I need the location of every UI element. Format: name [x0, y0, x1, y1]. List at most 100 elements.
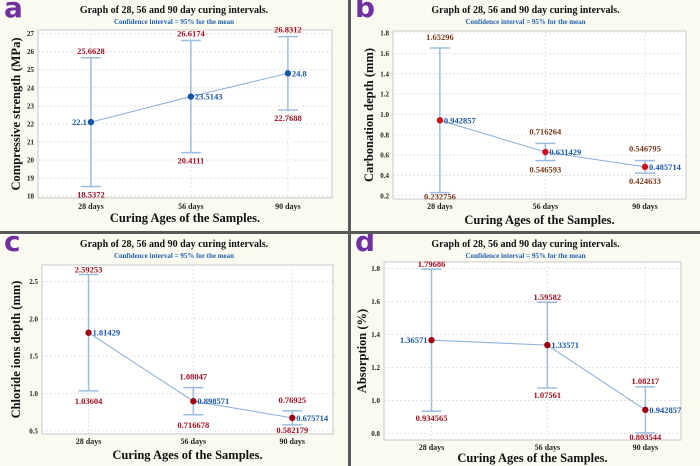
lower-ci-label: 22.7688: [274, 113, 302, 123]
mean-point: [85, 329, 92, 336]
mean-value-label: 0.675714: [296, 413, 329, 423]
chart-title: Graph of 28, 56 and 90 day curing interv…: [431, 5, 620, 16]
mean-point: [542, 148, 549, 156]
y-tick-label: 1.0: [29, 390, 38, 398]
x-tick-label: 90 days: [633, 443, 659, 452]
panel-c: c Graph of 28, 56 and 90 day curing inte…: [0, 234, 348, 466]
x-tick-label: 28 days: [78, 202, 104, 211]
x-tick-label: 56 days: [181, 437, 207, 446]
chart-subtitle: Confidence interval = 95% for the mean: [113, 252, 235, 260]
y-tick-label: 1.4: [371, 331, 380, 339]
mean-value-label: 22.1: [72, 117, 87, 127]
y-tick-label: 1.0: [371, 397, 380, 405]
upper-ci-label: 1.59582: [534, 292, 562, 302]
x-tick-label: 56 days: [533, 202, 559, 211]
mean-value-label: 23.5143: [195, 92, 223, 102]
y-tick-label: 0.8: [380, 131, 389, 139]
x-tick-label: 90 days: [632, 202, 658, 211]
y-tick-label: 1.0: [380, 111, 389, 119]
plot-area: [41, 264, 334, 435]
x-axis-label: Curing Ages of the Samples.: [457, 451, 607, 465]
mean-point: [289, 414, 296, 422]
mean-point: [642, 406, 649, 414]
lower-ci-label: 0.716678: [177, 420, 209, 430]
chart-subtitle: Confidence interval = 95% for the mean: [465, 18, 586, 26]
mean-point: [190, 398, 197, 405]
x-tick-label: 28 days: [427, 202, 453, 211]
upper-ci-label: 26.6174: [177, 29, 205, 39]
y-tick-label: 0.2: [380, 192, 389, 200]
panel-d: d Graph of 28, 56 and 90 day curing inte…: [351, 234, 700, 466]
y-tick-label: 1.6: [371, 298, 380, 306]
x-tick-label: 90 days: [279, 437, 305, 446]
lower-ci-label: 20.4111: [178, 156, 205, 166]
mean-point: [284, 70, 292, 77]
plot-area: [392, 30, 687, 200]
lower-ci-label: 0.934565: [416, 413, 448, 423]
y-tick-label: 26: [27, 48, 35, 56]
mean-value-label: 24.8: [292, 68, 307, 78]
y-axis-label: Absorption (%): [355, 309, 369, 393]
y-tick-label: 22: [27, 120, 35, 128]
upper-ci-label: 1.08047: [180, 372, 208, 382]
lower-ci-label: 18.5372: [77, 189, 105, 199]
upper-ci-label: 1.79686: [418, 259, 446, 269]
panel-letter: d: [355, 234, 376, 258]
x-tick-label: 56 days: [178, 202, 204, 211]
y-tick-label: 1.8: [371, 265, 380, 273]
carbonation-depth-chart: 0.2 0.4 0.6 0.8 1.0 1.2 1.4 1.6 1.8 28 days 56 day…: [362, 30, 687, 227]
y-axis-label: Chloride ions depth (mm): [9, 281, 23, 419]
mean-value-label: 0.942857: [649, 405, 682, 415]
compressive-strength-chart: 18 19 20 21 22 23 24 25 26 27 28 days 56 days 90 day…: [9, 25, 333, 225]
upper-ci-label: 0.76925: [278, 395, 306, 405]
upper-ci-label: 0.716264: [529, 126, 562, 136]
upper-ci-label: 1.65296: [426, 32, 454, 42]
x-tick-label: 90 days: [275, 202, 301, 211]
upper-ci-label: 2.59253: [75, 265, 103, 275]
panel-b: b Graph of 28, 56 and 90 day curing inte…: [351, 0, 700, 231]
y-tick-label: 1.5: [29, 353, 38, 361]
chart-subtitle: Confidence interval = 95% for the mean: [113, 18, 235, 26]
chloride-depth-chart: 0.5 1.0 1.5 2.0 2.5 28 days 56 days 90 days Curi…: [9, 264, 334, 462]
y-axis-label: Compressive strength (MPa): [9, 38, 23, 191]
upper-ci-label: 26.8312: [274, 25, 302, 35]
lower-ci-label: 0.803544: [629, 432, 662, 442]
y-tick-label: 25: [27, 66, 35, 74]
upper-ci-label: 25.6628: [77, 46, 105, 56]
lower-ci-label: 0.232756: [424, 192, 456, 202]
y-tick-label: 0.8: [371, 430, 380, 438]
y-tick-label: 1.8: [380, 30, 389, 38]
chart-title: Graph of 28, 56 and 90 day curing interv…: [79, 5, 269, 16]
mean-point: [428, 336, 435, 344]
mean-value-label: 0.485714: [649, 162, 682, 172]
y-tick-label: 1.4: [380, 70, 389, 78]
y-tick-label: 0.5: [29, 428, 38, 436]
mean-value-label: 0.942857: [444, 115, 477, 125]
x-axis-label: Curing Ages of the Samples.: [112, 448, 262, 462]
y-tick-label: 1.2: [380, 91, 389, 99]
y-tick-label: 19: [27, 175, 35, 183]
upper-ci-label: 0.546795: [629, 144, 661, 154]
lower-ci-label: 1.03604: [75, 396, 103, 406]
panel-letter: b: [355, 0, 376, 24]
chart-title: Graph of 28, 56 and 90 day curing interv…: [431, 239, 620, 250]
chart-title: Graph of 28, 56 and 90 day curing interv…: [79, 239, 269, 250]
x-tick-label: 56 days: [535, 443, 561, 452]
y-tick-label: 0.6: [380, 152, 389, 160]
lower-ci-label: 0.546593: [529, 165, 561, 175]
y-tick-label: 2.0: [29, 315, 38, 323]
mean-value-label: 1.81429: [93, 328, 121, 338]
lower-ci-label: 0.582179: [276, 425, 308, 435]
y-tick-label: 21: [27, 139, 35, 147]
x-tick-label: 28 days: [419, 443, 445, 452]
mean-value-label: 1.33571: [551, 340, 579, 350]
lower-ci-label: 1.07561: [534, 390, 562, 400]
x-axis-label: Curing Ages of the Samples.: [464, 213, 614, 227]
upper-ci-label: 1.08217: [632, 376, 660, 386]
y-tick-label: 2.5: [29, 278, 38, 286]
y-axis-label: Carbonation depth (mm): [362, 48, 376, 182]
mean-value-label: 1.36571: [400, 335, 428, 345]
mean-value-label: 0.631429: [549, 147, 581, 157]
y-tick-label: 27: [27, 30, 35, 38]
x-tick-label: 28 days: [76, 437, 102, 446]
